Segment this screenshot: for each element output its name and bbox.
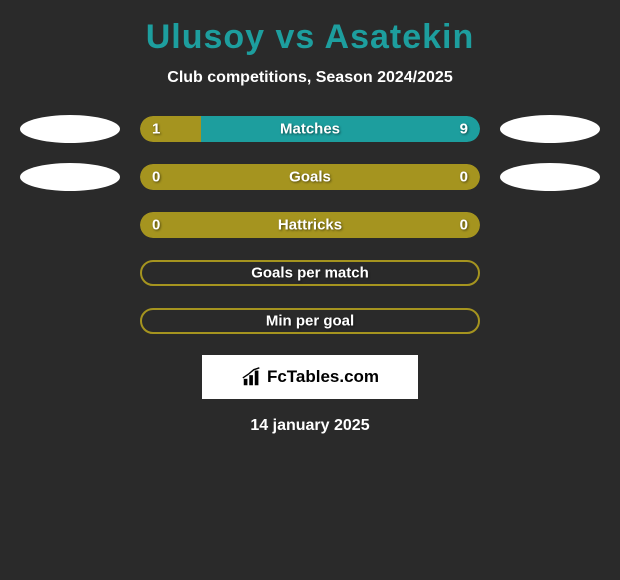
avatar-spacer: [500, 211, 600, 239]
logo-text: FcTables.com: [267, 367, 379, 387]
stat-bar: Hattricks 0 0: [140, 212, 480, 238]
avatar-spacer: [20, 259, 120, 287]
stat-row: Matches 1 9: [0, 115, 620, 143]
stat-value-right: 0: [460, 217, 468, 234]
stat-label: Matches: [280, 121, 340, 138]
player-avatar-left: [20, 163, 120, 191]
stat-bar-empty: Goals per match: [140, 260, 480, 286]
stat-row: Hattricks 0 0: [0, 211, 620, 239]
site-logo: FcTables.com: [202, 355, 418, 399]
player-avatar-right: [500, 163, 600, 191]
stat-label: Hattricks: [278, 217, 342, 234]
player-avatar-right: [500, 115, 600, 143]
page-title: Ulusoy vs Asatekin: [0, 18, 620, 57]
stat-rows-container: Matches 1 9 Goals 0 0 Hattricks 0 0 Goals per mat…: [0, 115, 620, 335]
stat-value-left: 1: [152, 121, 160, 138]
subtitle: Club competitions, Season 2024/2025: [0, 69, 620, 87]
player-avatar-left: [20, 115, 120, 143]
stat-label: Min per goal: [266, 313, 354, 330]
avatar-spacer: [500, 259, 600, 287]
bar-chart-icon: [241, 366, 263, 388]
stat-bar-right: [201, 116, 480, 142]
comparison-infographic: Ulusoy vs Asatekin Club competitions, Se…: [0, 0, 620, 445]
stat-value-right: 0: [460, 169, 468, 186]
stat-bar-empty: Min per goal: [140, 308, 480, 334]
avatar-spacer: [20, 211, 120, 239]
stat-value-left: 0: [152, 217, 160, 234]
stat-bar: Goals 0 0: [140, 164, 480, 190]
stat-bar: Matches 1 9: [140, 116, 480, 142]
stat-label: Goals per match: [251, 265, 369, 282]
avatar-spacer: [20, 307, 120, 335]
stat-label: Goals: [289, 169, 331, 186]
stat-row: Goals per match: [0, 259, 620, 287]
stat-bar-left: [140, 116, 201, 142]
date-label: 14 january 2025: [0, 417, 620, 435]
stat-row: Goals 0 0: [0, 163, 620, 191]
stat-row: Min per goal: [0, 307, 620, 335]
stat-value-left: 0: [152, 169, 160, 186]
stat-value-right: 9: [460, 121, 468, 138]
avatar-spacer: [500, 307, 600, 335]
